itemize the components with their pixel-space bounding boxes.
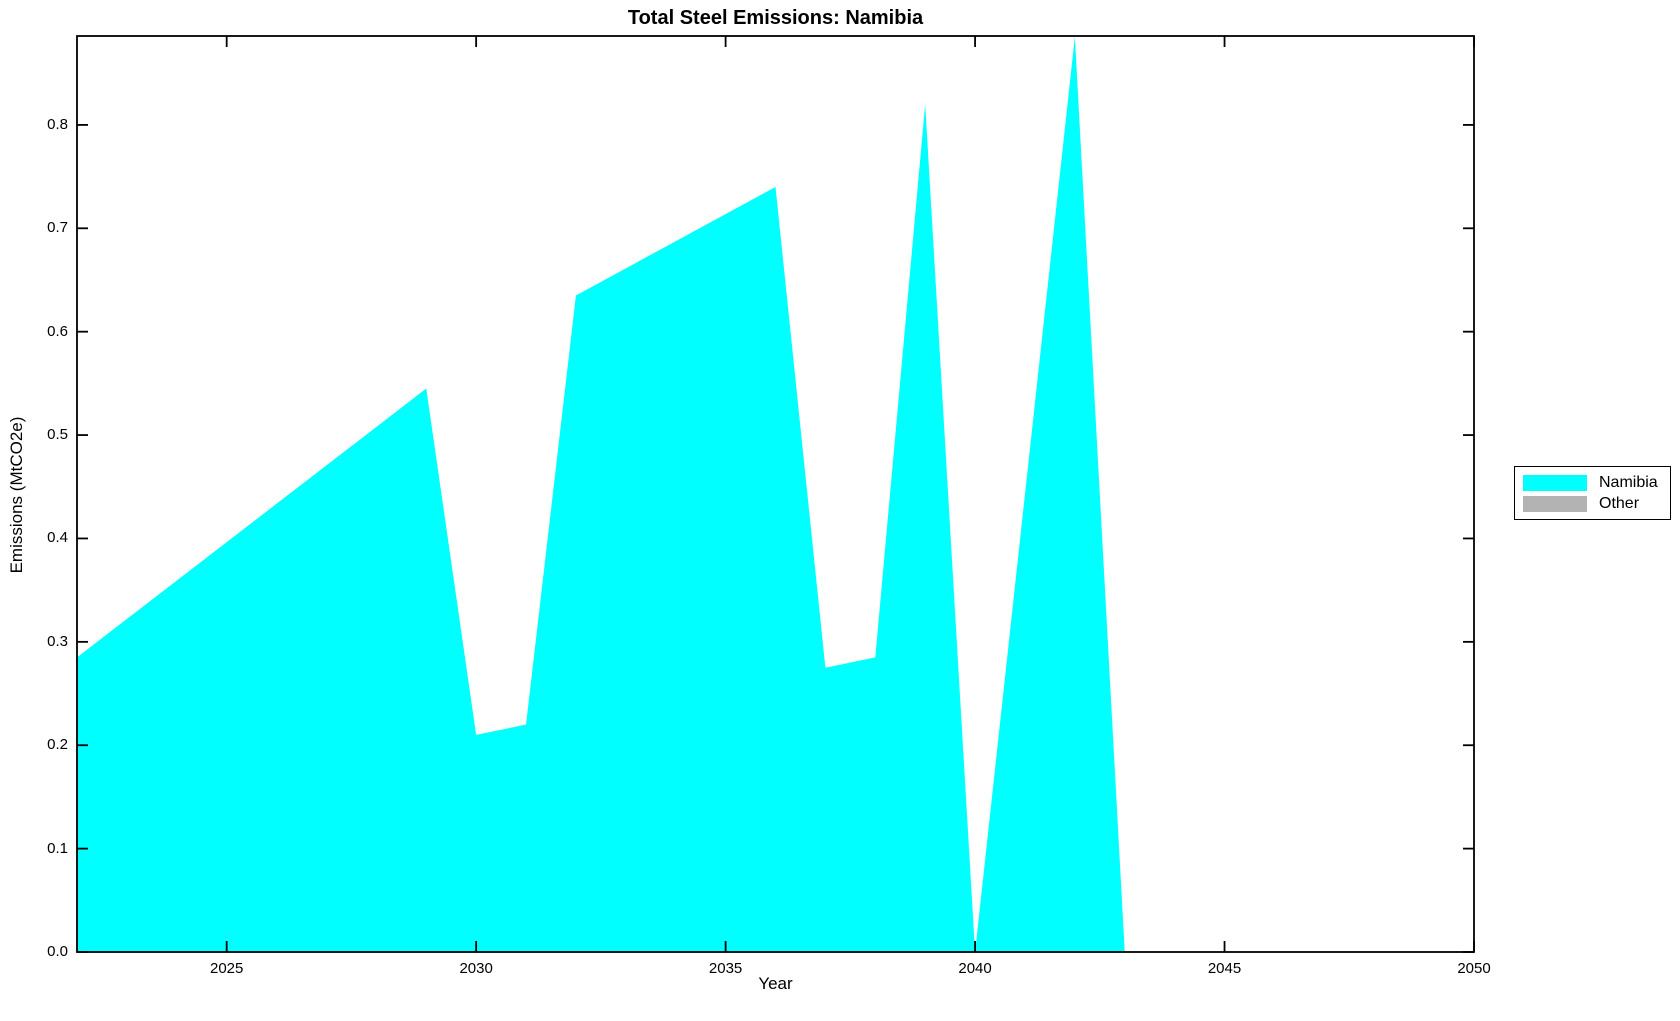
- x-axis-label: Year: [758, 974, 793, 993]
- x-tick-label: 2050: [1457, 960, 1491, 977]
- x-tick-label: 2025: [209, 960, 244, 977]
- plot-border: [76, 35, 1475, 953]
- legend-row: Namibia: [1523, 474, 1670, 492]
- y-tick-label: 0.6: [47, 322, 68, 340]
- y-axis-label: Emissions (MtCO2e): [7, 416, 26, 574]
- area-namibia: [77, 37, 1474, 952]
- y-tick-label: 0.5: [47, 426, 68, 444]
- x-tick-label: 2030: [459, 960, 493, 977]
- x-tick-label: 2040: [958, 960, 992, 977]
- legend-row: Other: [1523, 495, 1670, 513]
- y-tick-label: 0.3: [47, 632, 68, 650]
- y-tick-label: 0.8: [47, 115, 68, 133]
- legend-swatch-other: [1523, 495, 1587, 512]
- legend: Namibia Other: [1514, 466, 1671, 520]
- x-tick-label: 2045: [1207, 960, 1242, 977]
- legend-label-namibia: Namibia: [1599, 473, 1658, 491]
- y-tick-label: 0.4: [47, 529, 68, 547]
- x-tick-label: 2035: [708, 960, 743, 977]
- y-tick-label: 0.1: [47, 839, 68, 857]
- y-tick-label: 0.2: [47, 736, 68, 754]
- y-tick-label: 0.0: [47, 943, 68, 960]
- legend-label-other: Other: [1599, 494, 1640, 512]
- y-tick-label: 0.7: [47, 219, 68, 237]
- chart-title: Total Steel Emissions: Namibia: [627, 7, 924, 29]
- legend-swatch-namibia: [1523, 474, 1587, 491]
